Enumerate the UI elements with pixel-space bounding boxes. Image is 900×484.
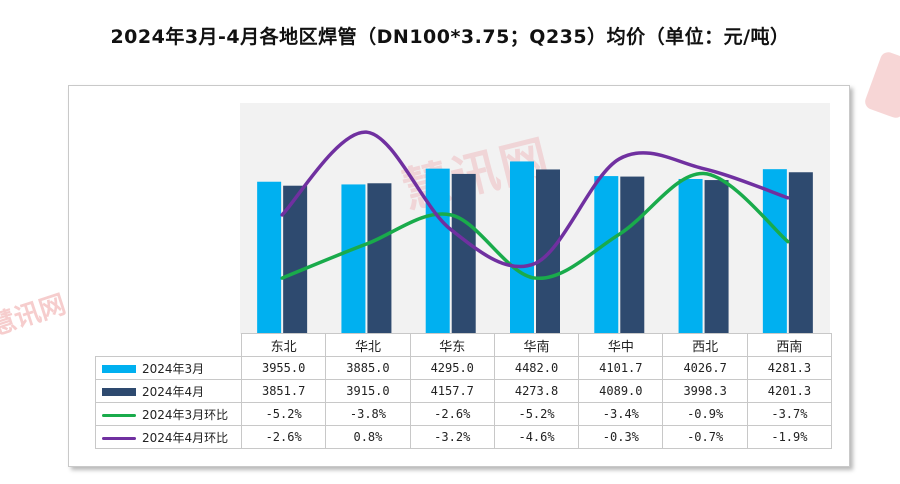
table-row-march-mom: 2024年3月环比 -5.2% -3.8% -2.6% -5.2% -3.4% … (95, 402, 833, 426)
data-label: 3851.7 (240, 379, 327, 403)
legend-march-mom: 2024年3月环比 (95, 402, 242, 426)
data-label: -2.6% (240, 425, 327, 449)
bar (367, 183, 392, 334)
category-label: 华中 (578, 333, 664, 357)
category-label: 华南 (493, 333, 580, 357)
data-label: -0.7% (662, 425, 748, 449)
data-label: -2.6% (409, 402, 495, 426)
data-label: -1.9% (746, 425, 833, 449)
bar (257, 181, 282, 334)
category-label: 西南 (746, 333, 833, 357)
data-label: 3998.3 (662, 379, 748, 403)
category-label: 华北 (325, 333, 411, 357)
data-label: -5.2% (240, 402, 327, 426)
bar (341, 184, 366, 334)
legend-label: 2024年4月 (142, 384, 205, 399)
data-label: -4.6% (493, 425, 580, 449)
legend-swatch-line-icon (102, 413, 136, 417)
category-label: 东北 (240, 333, 327, 357)
data-label: 3955.0 (240, 356, 327, 380)
legend-label: 2024年4月环比 (142, 430, 229, 445)
legend-label: 2024年3月 (142, 361, 205, 376)
data-label: 4281.3 (746, 356, 833, 380)
page-title: 2024年3月-4月各地区焊管（DN100*3.75；Q235）均价（单位：元/… (110, 26, 790, 48)
data-label: -0.9% (662, 402, 748, 426)
bar (451, 173, 476, 334)
data-label: 3885.0 (325, 356, 411, 380)
bar (678, 178, 703, 334)
series-line (280, 130, 790, 269)
category-row: 东北 华北 华东 华南 华中 西北 西南 (95, 333, 833, 357)
table-row-march-price: 2024年3月 3955.0 3885.0 4295.0 4482.0 4101… (95, 356, 833, 380)
table-row-april-mom: 2024年4月环比 -2.6% 0.8% -3.2% -4.6% -0.3% -… (95, 425, 833, 449)
data-label: 4026.7 (662, 356, 748, 380)
bar (704, 180, 729, 334)
legend-april-price: 2024年4月 (95, 379, 242, 403)
data-label: -3.4% (578, 402, 664, 426)
table-row-april-price: 2024年4月 3851.7 3915.0 4157.7 4273.8 4089… (95, 379, 833, 403)
data-label: 4273.8 (493, 379, 580, 403)
data-label: 4295.0 (409, 356, 495, 380)
bar (620, 176, 645, 334)
lines-layer (280, 130, 790, 280)
bars-layer (257, 161, 813, 334)
bar (425, 168, 450, 334)
bar (510, 161, 534, 334)
legend-swatch-bar-icon (102, 388, 136, 396)
legend-march-price: 2024年3月 (95, 356, 242, 380)
bar (788, 172, 813, 334)
data-label: -0.3% (578, 425, 664, 449)
data-label: -3.8% (325, 402, 411, 426)
data-label: -3.2% (409, 425, 495, 449)
data-table: 东北 华北 华东 华南 华中 西北 西南 2024年3月 3955.0 3885… (95, 333, 833, 449)
data-label: 4201.3 (746, 379, 833, 403)
category-label: 华东 (409, 333, 495, 357)
data-label: 4101.7 (578, 356, 664, 380)
data-label: -3.7% (746, 402, 833, 426)
data-label: 3915.0 (325, 379, 411, 403)
legend-april-mom: 2024年4月环比 (95, 425, 242, 449)
category-label: 西北 (662, 333, 748, 357)
data-label: 4157.7 (409, 379, 495, 403)
data-label: 4482.0 (493, 356, 580, 380)
legend-swatch-bar-icon (102, 365, 136, 373)
table-corner (95, 333, 242, 357)
data-label: 0.8% (325, 425, 411, 449)
bar (594, 176, 619, 334)
legend-swatch-line-icon (102, 436, 136, 440)
legend-label: 2024年3月环比 (142, 407, 229, 422)
data-label: -5.2% (493, 402, 580, 426)
data-label: 4089.0 (578, 379, 664, 403)
plot-area (240, 103, 830, 334)
series-line (280, 171, 790, 280)
